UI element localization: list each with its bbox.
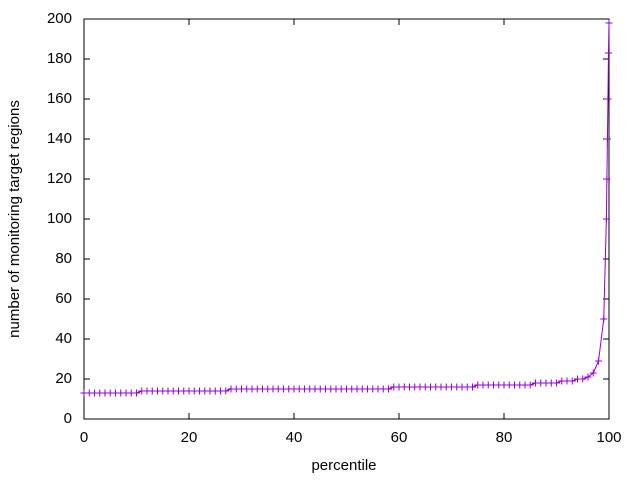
- y-tick-label: 120: [47, 170, 72, 187]
- y-tick-label: 0: [64, 410, 72, 427]
- data-point: [604, 95, 612, 103]
- data-point: [553, 379, 560, 387]
- x-tick-label: 20: [181, 429, 198, 446]
- data-point: [579, 375, 587, 383]
- data-point: [603, 175, 611, 183]
- x-tick-label: 40: [286, 429, 303, 446]
- x-tick-label: 60: [391, 429, 408, 446]
- data-line: [84, 22, 610, 394]
- y-tick-label: 140: [47, 130, 72, 147]
- y-tick-label: 200: [47, 10, 72, 27]
- x-tick-label: 80: [496, 429, 513, 446]
- x-axis-label: percentile: [311, 457, 376, 474]
- data-point: [605, 19, 613, 27]
- x-tick-label: 0: [80, 429, 88, 446]
- data-point: [526, 381, 534, 389]
- data-point: [133, 389, 140, 397]
- data-point: [584, 373, 592, 381]
- data-point: [604, 49, 612, 57]
- y-axis-label: number of monitoring target regions: [6, 100, 23, 338]
- data-point: [385, 385, 392, 393]
- data-point: [595, 357, 602, 365]
- y-tick-label: 20: [55, 370, 72, 387]
- data-point: [589, 369, 597, 377]
- data-point: [600, 315, 608, 323]
- data-point: [568, 377, 576, 385]
- data-point: [469, 383, 476, 391]
- y-tick-label: 160: [47, 90, 72, 107]
- data-point: [603, 135, 611, 143]
- x-tick-label: 100: [596, 429, 621, 446]
- plot-frame: [83, 18, 610, 420]
- data-point: [222, 387, 230, 395]
- y-tick-label: 60: [55, 290, 72, 307]
- y-tick-label: 80: [55, 250, 72, 267]
- y-tick-label: 40: [55, 330, 72, 347]
- data-point: [602, 215, 610, 223]
- y-tick-label: 180: [47, 50, 72, 67]
- y-tick-label: 100: [47, 210, 72, 227]
